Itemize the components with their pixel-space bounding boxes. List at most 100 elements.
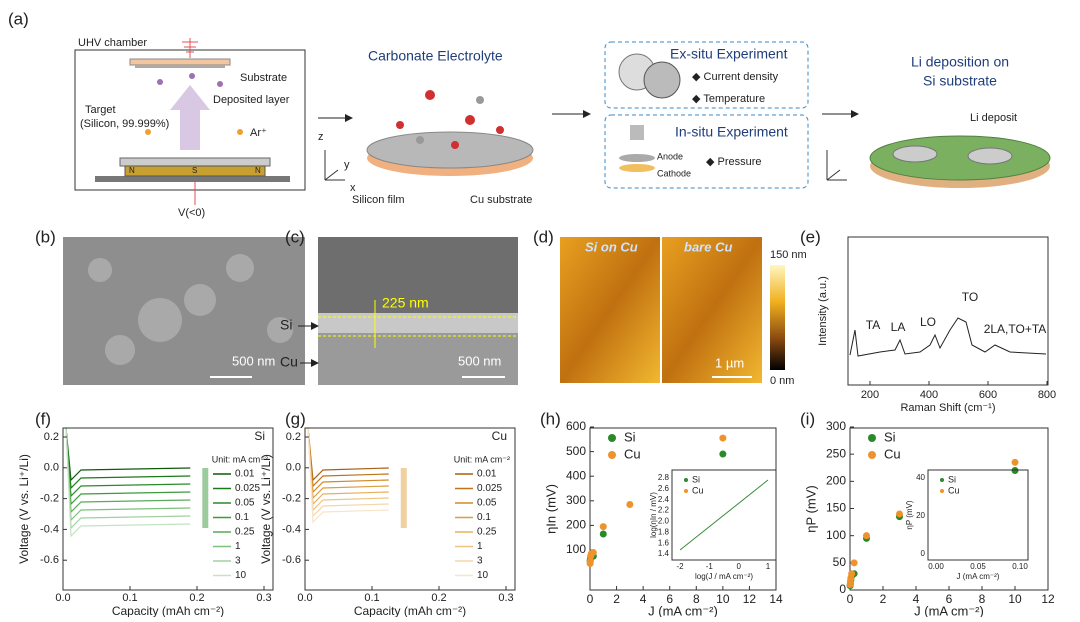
- y-tick-label: 100: [826, 528, 846, 542]
- exsitu-title: Ex-situ Experiment: [670, 46, 788, 62]
- x-tick-label: 0.2: [189, 592, 204, 604]
- y-tick-label: 150: [826, 501, 846, 515]
- grains: [88, 254, 293, 365]
- curve: [307, 427, 389, 488]
- curve: [307, 427, 389, 500]
- inset-y-tick: 1.8: [658, 527, 670, 536]
- y-tick-label: 300: [566, 493, 586, 507]
- magnet: N: [255, 166, 261, 175]
- exsitu-item-text: Temperature: [703, 93, 765, 105]
- inset-legend-label: Cu: [948, 485, 960, 495]
- y-tick-label: 400: [566, 468, 586, 482]
- voltage-curves: [65, 427, 191, 538]
- curve: [65, 427, 191, 490]
- y-axis-label: Intensity (a.u.): [817, 276, 829, 346]
- legend-label: 0.01: [477, 469, 497, 480]
- x-tick-label: 2: [880, 592, 887, 606]
- panel-label: (e): [800, 227, 821, 246]
- atom: [217, 81, 223, 87]
- panel-label: (f): [35, 409, 51, 428]
- curve: [65, 427, 191, 538]
- ion: [145, 129, 151, 135]
- x-tick-label: 12: [743, 592, 757, 606]
- plot-frame: [847, 236, 1049, 386]
- inset-x-tick: 0: [736, 562, 741, 571]
- axes-icon: [826, 150, 847, 181]
- x-tick-label: 200: [861, 389, 879, 401]
- target-detail: (Silicon, 99.999%): [80, 118, 169, 130]
- substrate: [129, 58, 231, 66]
- colorbar-max: 150 nm: [770, 249, 807, 261]
- atom: [157, 79, 163, 85]
- x-axis-label: Capacity (mAh cm⁻²): [354, 604, 466, 617]
- inset-x-label: log(J / mA cm⁻²): [695, 572, 753, 581]
- x-tick-label: 0: [587, 592, 594, 606]
- y-tick-label: 50: [833, 555, 847, 569]
- axes-icon: [324, 150, 345, 181]
- inset-x-tick: 0.05: [970, 562, 986, 571]
- inset-frame: [927, 469, 1029, 561]
- legend-title: Unit: mA cm⁻²: [454, 454, 510, 464]
- x-axis-label: Raman Shift (cm⁻¹): [900, 402, 995, 414]
- exsitu-item-text: Current density: [704, 71, 779, 83]
- inset-legend-label: Cu: [692, 485, 704, 495]
- ion: [237, 129, 243, 135]
- arrow-bar: [400, 468, 407, 528]
- legend-label: Si: [624, 429, 636, 444]
- colorbar: [770, 265, 785, 370]
- plot-frame: [304, 427, 516, 591]
- scale-label: 500 nm: [458, 353, 501, 368]
- legend-label: Cu: [624, 446, 641, 461]
- y-tick-label: 300: [826, 419, 846, 433]
- insitu-box: [604, 114, 809, 189]
- inset-y-label: log(ηIn / mV): [649, 492, 658, 538]
- axis-x: x: [350, 182, 356, 194]
- legend-label: 10: [477, 570, 489, 581]
- x-tick-label: 10: [716, 592, 730, 606]
- peak-label: TA: [866, 318, 880, 332]
- y-axis-label: ηP (mV): [803, 485, 818, 532]
- inset-y-tick: 1.4: [658, 549, 670, 558]
- inset-x-tick: -2: [676, 562, 684, 571]
- raman-spectrum: [849, 317, 1047, 357]
- x-tick-label: 0.1: [122, 592, 137, 604]
- li-title: Si substrate: [923, 73, 997, 89]
- fit-line: [679, 479, 769, 551]
- panel-label: (c): [285, 227, 305, 246]
- x-tick-label: 12: [1041, 592, 1055, 606]
- data-point: [626, 500, 634, 508]
- electrode: [619, 164, 655, 172]
- legend-label: 10: [235, 570, 247, 581]
- afm-image: [662, 237, 762, 383]
- inset-frame: [671, 469, 777, 561]
- panel-label: (i): [800, 409, 815, 428]
- thickness-label: 225 nm: [382, 295, 429, 311]
- molecules: [396, 90, 504, 149]
- legend-label: 0.25: [235, 527, 255, 538]
- x-tick-label: 0.0: [55, 592, 70, 604]
- legend-label: Si: [884, 429, 896, 444]
- curve: [65, 427, 191, 482]
- x-tick-label: 8: [979, 592, 986, 606]
- inset-legend-label: Si: [948, 474, 956, 484]
- inset-x-tick: -1: [706, 562, 714, 571]
- exsitu-item: ◆ Temperature: [692, 93, 765, 105]
- magnet: N: [129, 166, 135, 175]
- y-tick-label: 100: [566, 542, 586, 556]
- peak-label: LA: [891, 320, 906, 334]
- inset-legend-label: Si: [692, 474, 700, 484]
- substrate-label: Substrate: [240, 72, 287, 84]
- data-point: [719, 434, 727, 442]
- y-tick-label: -0.6: [40, 554, 59, 566]
- data-point: [589, 548, 597, 556]
- x-tick-label: 800: [1038, 389, 1056, 401]
- x-tick-label: 2: [613, 592, 620, 606]
- legend-label: 1: [235, 541, 241, 552]
- data-point: [896, 510, 903, 518]
- curve: [307, 427, 389, 524]
- data-point: [848, 570, 856, 578]
- y-tick-label: 0.2: [44, 431, 59, 443]
- x-tick-label: 0.3: [256, 592, 271, 604]
